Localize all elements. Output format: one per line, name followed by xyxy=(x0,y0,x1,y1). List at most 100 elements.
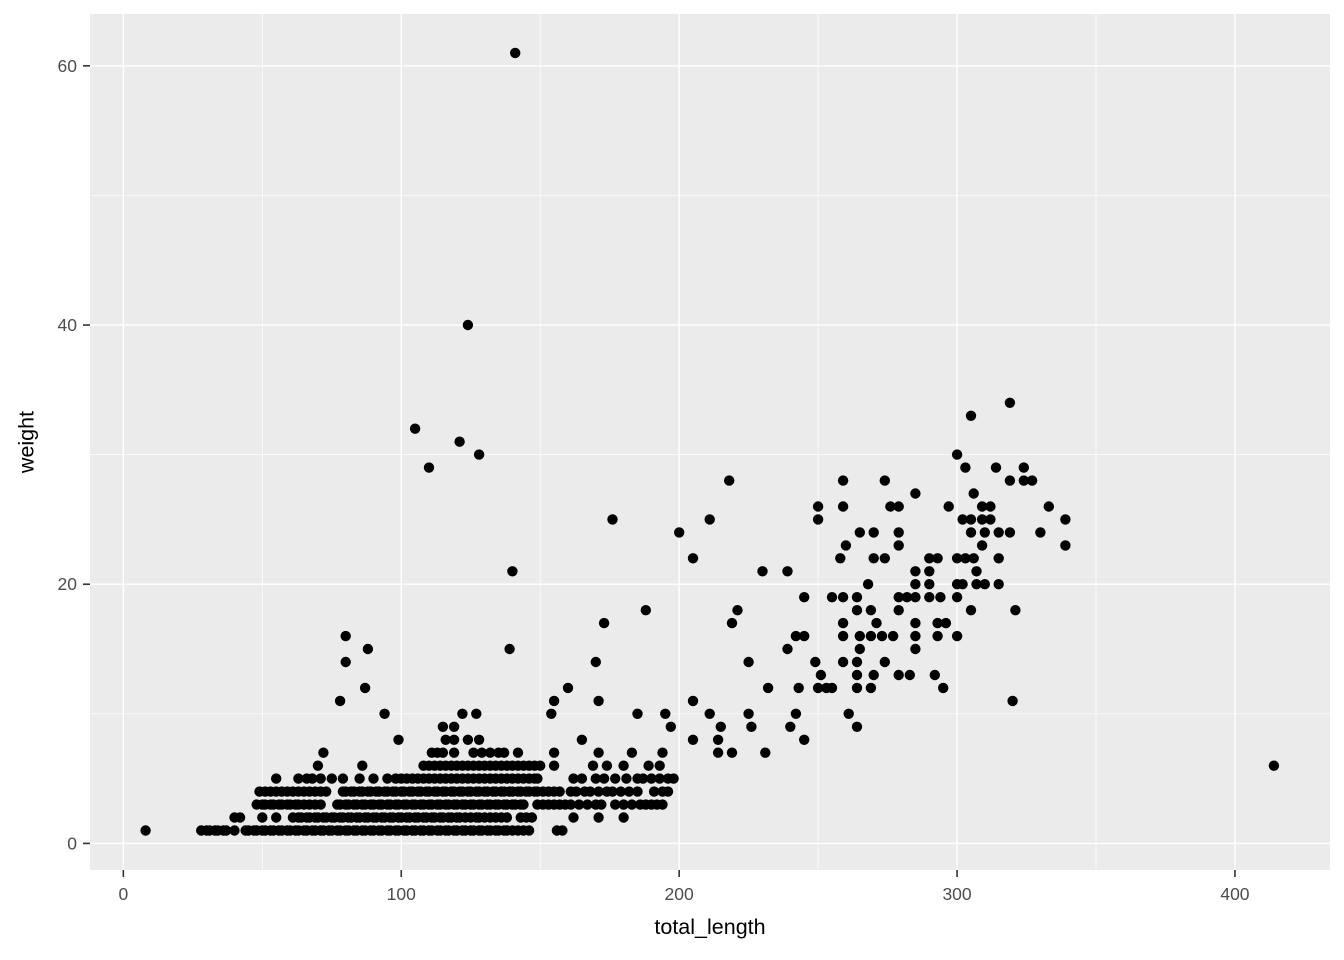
data-point xyxy=(971,566,982,577)
data-point xyxy=(357,760,368,771)
data-point xyxy=(851,592,863,603)
data-point xyxy=(382,773,393,784)
data-point xyxy=(993,527,1004,538)
data-point xyxy=(868,553,879,564)
data-point xyxy=(1035,527,1046,538)
data-point xyxy=(593,812,604,823)
data-point xyxy=(865,630,877,642)
data-point xyxy=(562,682,574,694)
data-point xyxy=(851,721,863,732)
data-point xyxy=(535,760,546,771)
data-point xyxy=(960,553,971,564)
data-point xyxy=(437,747,449,758)
data-point xyxy=(893,540,904,551)
data-point xyxy=(854,630,865,642)
data-point xyxy=(618,799,629,810)
data-point xyxy=(871,617,882,629)
data-point xyxy=(868,527,879,538)
y-tick-label: 60 xyxy=(58,56,78,76)
data-point xyxy=(815,669,827,681)
data-point xyxy=(965,410,977,421)
data-point xyxy=(657,747,668,758)
data-point xyxy=(990,462,1002,473)
data-point xyxy=(762,682,774,694)
data-point xyxy=(307,773,318,784)
data-point xyxy=(932,553,943,564)
y-tick-label: 40 xyxy=(58,315,78,335)
data-point xyxy=(951,630,963,642)
data-point xyxy=(793,682,804,694)
data-point xyxy=(626,799,638,810)
data-point xyxy=(626,747,638,758)
data-point xyxy=(910,488,921,499)
data-point xyxy=(782,643,793,655)
data-point xyxy=(140,825,151,836)
data-point xyxy=(1004,527,1016,538)
data-point xyxy=(782,566,793,577)
data-point xyxy=(837,630,849,642)
data-point xyxy=(851,605,863,616)
data-point xyxy=(485,747,496,758)
data-point xyxy=(746,721,757,732)
data-point xyxy=(504,643,515,655)
data-point xyxy=(732,605,743,616)
data-point xyxy=(943,501,954,512)
data-point xyxy=(851,682,863,694)
data-point xyxy=(837,501,849,512)
data-point xyxy=(618,760,629,771)
data-point xyxy=(354,773,365,784)
data-point xyxy=(812,682,824,694)
data-point xyxy=(837,617,849,629)
data-point xyxy=(498,747,510,758)
x-axis-title: total_length xyxy=(654,915,766,939)
x-tick-label: 200 xyxy=(665,884,694,904)
data-point xyxy=(910,630,921,642)
data-point xyxy=(951,592,963,603)
data-point xyxy=(610,799,621,810)
data-point xyxy=(1004,475,1016,486)
data-point xyxy=(935,592,946,603)
data-point xyxy=(471,708,482,719)
data-point xyxy=(712,747,724,758)
data-point xyxy=(940,617,952,629)
data-point xyxy=(454,436,465,447)
data-point xyxy=(687,553,699,564)
data-point xyxy=(790,708,802,719)
data-point xyxy=(610,773,621,784)
data-point xyxy=(893,527,904,538)
data-point xyxy=(879,553,890,564)
data-point xyxy=(632,708,643,719)
data-point xyxy=(601,760,613,771)
data-point xyxy=(501,812,513,823)
data-point xyxy=(799,592,810,603)
data-point xyxy=(523,825,535,836)
data-point xyxy=(1043,501,1055,512)
data-point xyxy=(1060,514,1071,525)
data-point xyxy=(924,579,935,590)
data-point xyxy=(590,773,601,784)
data-point xyxy=(532,773,543,784)
data-point xyxy=(910,566,921,577)
data-point xyxy=(965,527,977,538)
data-point xyxy=(473,449,485,460)
data-point xyxy=(632,786,643,797)
data-point xyxy=(657,799,668,810)
data-point xyxy=(724,475,735,486)
data-point xyxy=(951,449,963,460)
data-point xyxy=(726,747,738,758)
data-point xyxy=(337,773,349,784)
data-point xyxy=(587,760,599,771)
data-point xyxy=(971,579,982,590)
data-point xyxy=(862,579,874,590)
data-point xyxy=(643,760,654,771)
data-point xyxy=(507,566,518,577)
data-point xyxy=(565,799,576,810)
data-point xyxy=(440,734,451,745)
data-point xyxy=(457,708,468,719)
data-point xyxy=(660,708,671,719)
data-point xyxy=(473,734,485,745)
data-point xyxy=(687,734,699,745)
data-point xyxy=(826,592,838,603)
data-point xyxy=(668,773,679,784)
data-point xyxy=(526,812,538,823)
